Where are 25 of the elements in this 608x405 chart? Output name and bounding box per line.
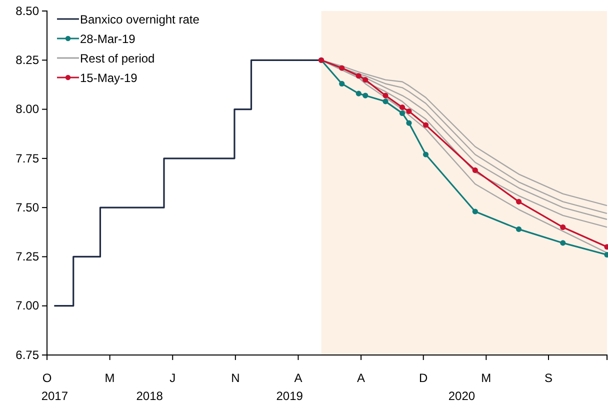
text: A: [357, 371, 366, 386]
y-tick-label: 8.50: [16, 4, 40, 18]
y-tick-label: 8.25: [16, 52, 40, 67]
y-tick-label: 6.75: [16, 348, 40, 362]
text: A: [294, 371, 302, 386]
legend-label: 28-Mar-19: [80, 32, 136, 46]
text: J: [170, 371, 176, 386]
y-tick-label: 7.25: [16, 250, 40, 264]
y-tick-label: 7.00: [16, 298, 40, 313]
text: O: [42, 371, 52, 386]
x-tick-label: 2018: [136, 389, 164, 404]
y-tick-label: 7.75: [16, 151, 40, 166]
x-tick-label: 2019: [276, 389, 304, 404]
text: M: [481, 371, 492, 386]
text: M: [104, 371, 115, 386]
text: S: [544, 371, 553, 386]
y-tick-label: 8.00: [16, 102, 40, 116]
legend-label: Rest of period: [80, 52, 155, 66]
legend-label: Banxico overnight rate: [80, 12, 200, 26]
y-tick-label: 7.50: [16, 200, 40, 214]
legend-label: 15-May-19: [80, 71, 138, 85]
x-tick-label: 2020: [448, 389, 476, 404]
text: N: [231, 371, 240, 386]
text: D: [419, 371, 428, 386]
x-tick-label: 2017: [41, 389, 68, 404]
